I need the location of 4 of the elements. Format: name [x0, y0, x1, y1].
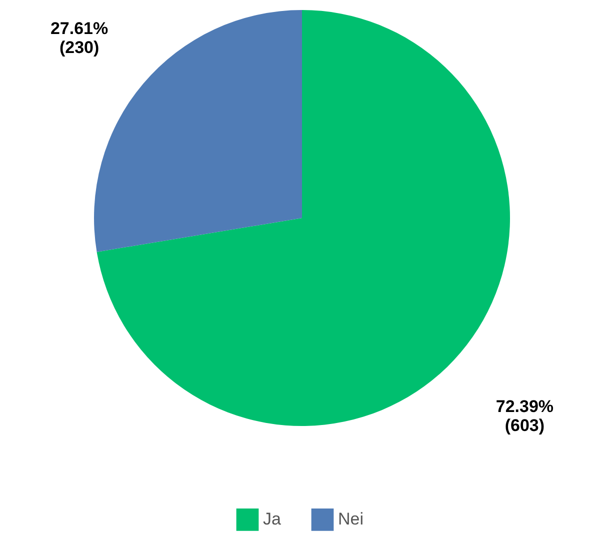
legend-label: Ja [263, 510, 282, 529]
data-label: 27.61% (230) [50, 19, 108, 58]
data-label: 72.39% (603) [496, 396, 554, 435]
legend-label: Nei [338, 510, 364, 529]
